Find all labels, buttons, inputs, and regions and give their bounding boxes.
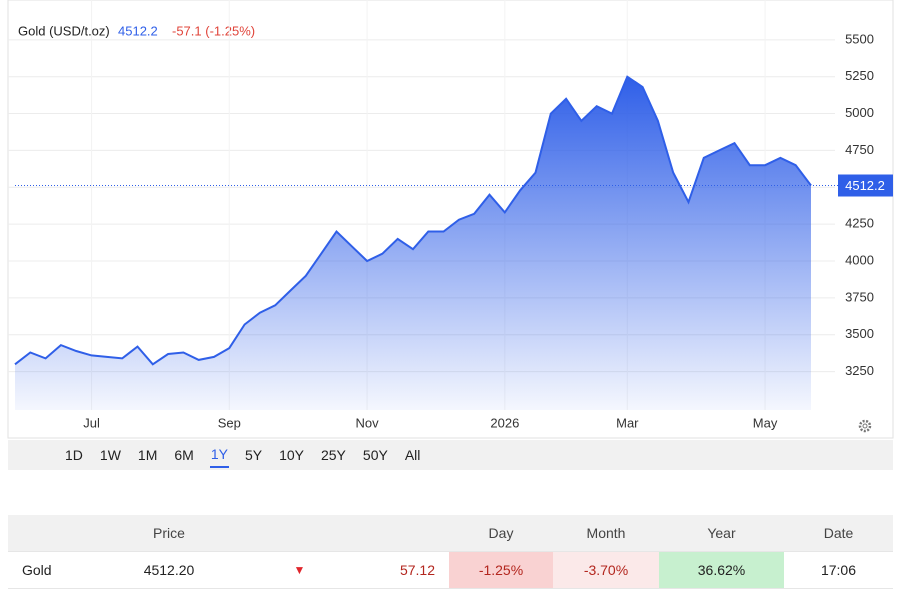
header-cell: Year bbox=[659, 515, 784, 552]
range-button[interactable]: 5Y bbox=[244, 447, 263, 463]
x-tick-label: Jul bbox=[83, 415, 100, 430]
y-tick-label: 4750 bbox=[845, 142, 874, 157]
cell: 36.62% bbox=[659, 551, 784, 589]
y-tick-label: 3250 bbox=[845, 363, 874, 378]
header-cell: Date bbox=[784, 515, 893, 552]
range-bar: 1D 1W 1M 6M 1Y 5Y 10Y 25Y 50Y All bbox=[8, 440, 893, 470]
y-tick-label: 3500 bbox=[845, 326, 874, 341]
y-tick-label: 5500 bbox=[845, 31, 874, 46]
x-tick-label: Sep bbox=[218, 415, 241, 430]
header-cell: Day bbox=[449, 515, 553, 552]
range-button[interactable]: 1D bbox=[65, 447, 83, 463]
chart-title: Gold (USD/t.oz) bbox=[18, 23, 110, 38]
cell: -1.25% bbox=[449, 551, 553, 589]
header-cell: Price bbox=[100, 515, 238, 552]
settings-icon[interactable] bbox=[858, 419, 872, 433]
cell: 4512.20 bbox=[100, 551, 238, 589]
chart: Gold (USD/t.oz) 4512.2 -57.1 (-1.25%) 32… bbox=[7, 0, 894, 439]
price-tag bbox=[838, 174, 893, 197]
chart-frame bbox=[7, 0, 894, 439]
cell: Gold bbox=[8, 551, 100, 589]
x-tick-label: 2026 bbox=[490, 415, 519, 430]
range-button[interactable]: 6M bbox=[174, 447, 194, 463]
down-arrow: ▼ bbox=[238, 551, 361, 589]
cell: 17:06 bbox=[784, 551, 893, 589]
range-button[interactable]: 50Y bbox=[362, 447, 388, 463]
header-cell: Month bbox=[553, 515, 659, 552]
range-button[interactable]: 1Y bbox=[209, 442, 229, 468]
cell: -3.70% bbox=[553, 551, 659, 589]
x-tick-label: Nov bbox=[356, 415, 380, 430]
cell: 57.12 bbox=[361, 551, 449, 589]
header-price: 4512.2 bbox=[118, 23, 158, 38]
range-button[interactable]: 10Y bbox=[279, 447, 304, 463]
y-tick-label: 5250 bbox=[845, 68, 874, 83]
y-tick-label: 4250 bbox=[845, 216, 874, 231]
price-tag-label: 4512.2 bbox=[845, 178, 885, 193]
range-button[interactable]: 25Y bbox=[320, 447, 346, 463]
area bbox=[15, 76, 811, 410]
range-button[interactable]: 1W bbox=[99, 447, 121, 463]
range-button[interactable]: All bbox=[404, 447, 421, 463]
y-tick-label: 5000 bbox=[845, 105, 874, 120]
x-tick-label: May bbox=[753, 415, 778, 430]
range-button[interactable]: 1M bbox=[137, 447, 158, 463]
quote-table: Price Day Month Year Date Gold 4512.20 ▼ 5… bbox=[8, 515, 893, 589]
header-change: -57.1 (-1.25%) bbox=[172, 23, 255, 38]
x-tick-label: Mar bbox=[616, 415, 639, 430]
line bbox=[14, 75, 812, 366]
y-tick-label: 4000 bbox=[845, 252, 874, 267]
y-tick-label: 3750 bbox=[845, 289, 874, 304]
